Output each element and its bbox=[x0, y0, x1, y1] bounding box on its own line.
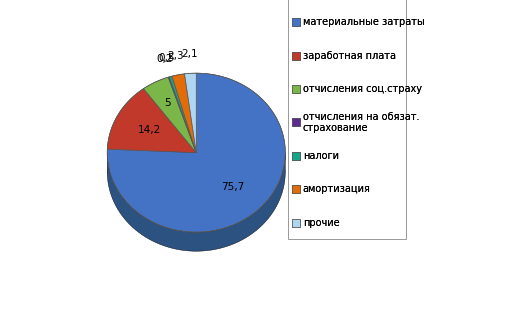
Text: 0,5: 0,5 bbox=[159, 53, 175, 63]
Text: налоги: налоги bbox=[303, 151, 339, 161]
Bar bbox=[292, 152, 300, 160]
Bar bbox=[292, 85, 300, 93]
Text: заработная плата: заработная плата bbox=[303, 51, 396, 61]
Text: 5: 5 bbox=[164, 98, 171, 108]
Text: прочие: прочие bbox=[303, 218, 339, 228]
Text: отчисления на обязат.
страхование: отчисления на обязат. страхование bbox=[303, 112, 419, 133]
Text: отчисления соц.страху: отчисления соц.страху bbox=[303, 84, 422, 94]
Text: 75,7: 75,7 bbox=[222, 182, 245, 192]
Bar bbox=[292, 52, 300, 59]
Text: налоги: налоги bbox=[303, 151, 339, 161]
Text: 2,3: 2,3 bbox=[167, 51, 184, 61]
Text: заработная плата: заработная плата bbox=[303, 51, 396, 61]
Bar bbox=[292, 18, 300, 26]
Bar bbox=[292, 152, 300, 160]
Bar bbox=[292, 18, 300, 26]
Text: амортизация: амортизация bbox=[303, 184, 371, 194]
Polygon shape bbox=[168, 77, 196, 153]
Polygon shape bbox=[107, 73, 285, 232]
Bar bbox=[292, 185, 300, 193]
Polygon shape bbox=[107, 153, 285, 251]
Polygon shape bbox=[107, 89, 196, 153]
Polygon shape bbox=[172, 74, 196, 153]
Text: отчисления на обязат.
страхование: отчисления на обязат. страхование bbox=[303, 112, 419, 133]
Text: 14,2: 14,2 bbox=[137, 125, 161, 135]
Polygon shape bbox=[143, 77, 196, 153]
Bar bbox=[292, 219, 300, 226]
Bar bbox=[292, 118, 300, 126]
Bar bbox=[292, 185, 300, 193]
Text: материальные затраты: материальные затраты bbox=[303, 17, 424, 27]
Bar bbox=[292, 85, 300, 93]
Text: отчисления соц.страху: отчисления соц.страху bbox=[303, 84, 422, 94]
Bar bbox=[292, 118, 300, 126]
Text: амортизация: амортизация bbox=[303, 184, 371, 194]
Text: 2,1: 2,1 bbox=[181, 49, 198, 59]
Bar bbox=[288, 0, 406, 239]
Text: прочие: прочие bbox=[303, 218, 339, 228]
Text: материальные затраты: материальные затраты bbox=[303, 17, 424, 27]
Bar bbox=[292, 219, 300, 226]
Bar bbox=[292, 52, 300, 59]
Polygon shape bbox=[185, 73, 196, 153]
Polygon shape bbox=[169, 76, 196, 153]
Polygon shape bbox=[107, 149, 285, 194]
Text: 0,2: 0,2 bbox=[157, 54, 173, 64]
